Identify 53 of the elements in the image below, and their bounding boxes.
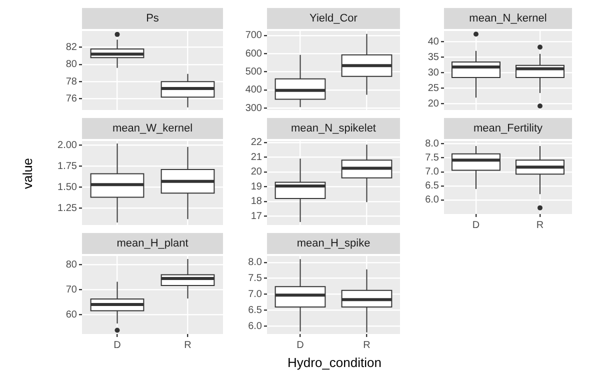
x-tick-label: R — [184, 340, 192, 351]
x-tick-label: D — [296, 340, 304, 351]
y-tick-label: 19 — [250, 181, 262, 192]
y-tick-label: 6.5 — [248, 304, 262, 316]
x-axis-title: Hydro_condition — [286, 355, 382, 370]
y-tick-label: 1.25 — [58, 202, 78, 214]
chart-title: mean_H_spike — [296, 238, 370, 250]
y-tick-label: 40 — [428, 36, 440, 48]
chart-title: Yield_Cor — [310, 12, 358, 25]
y-tick-label: 22 — [250, 137, 262, 148]
y-tick-label: 6.0 — [248, 320, 262, 332]
y-tick-label: 400 — [245, 84, 262, 96]
y-tick-label: 8.0 — [425, 138, 440, 150]
x-tick-label: D — [472, 220, 480, 231]
y-tick-label: 1.50 — [58, 182, 78, 193]
y-tick-label: 20 — [250, 166, 262, 178]
y-tick-label: 600 — [245, 48, 262, 60]
y-tick-label: 78 — [66, 76, 78, 88]
y-tick-label: 25 — [428, 83, 440, 94]
y-axis-title: value — [20, 157, 36, 189]
chart-title: mean_N_kernel — [469, 12, 547, 25]
y-tick-label: 17 — [250, 210, 262, 222]
y-tick-label: 6.0 — [425, 194, 440, 206]
y-tick-label: 8.0 — [248, 257, 262, 268]
y-tick-label: 500 — [245, 66, 262, 78]
x-tick-label: R — [363, 340, 370, 351]
y-tick-label: 76 — [66, 94, 78, 105]
y-tick-label: 7.5 — [425, 152, 440, 164]
y-tick-label: 30 — [428, 68, 440, 79]
y-tick-label: 7.5 — [248, 273, 262, 284]
y-tick-label: 21 — [250, 152, 262, 163]
y-tick-label: 82 — [66, 42, 78, 54]
y-tick-label: 60 — [66, 309, 78, 320]
chart-title: mean_Fertility — [473, 122, 544, 135]
y-tick-label: 1.75 — [58, 160, 78, 172]
chart-title: mean_H_plant — [116, 238, 188, 250]
x-tick-label: D — [114, 340, 121, 351]
y-tick-label: 70 — [66, 284, 78, 296]
chart-title: Ps — [146, 12, 160, 25]
x-tick-label: R — [536, 220, 544, 231]
y-tick-label: 80 — [66, 59, 78, 70]
y-tick-label: 18 — [250, 196, 262, 208]
y-tick-label: 300 — [245, 102, 262, 114]
y-tick-label: 35 — [428, 52, 440, 64]
chart-title: mean_W_kernel — [112, 122, 193, 135]
chart-title: mean_N_spikelet — [291, 122, 376, 135]
y-tick-label: 700 — [245, 30, 262, 42]
y-tick-label: 20 — [428, 98, 440, 110]
y-tick-label: 80 — [66, 259, 78, 270]
y-tick-label: 7.0 — [425, 166, 440, 178]
y-tick-label: 6.5 — [425, 180, 440, 192]
y-tick-label: 7.0 — [248, 288, 262, 300]
y-tick-label: 2.00 — [58, 140, 78, 151]
